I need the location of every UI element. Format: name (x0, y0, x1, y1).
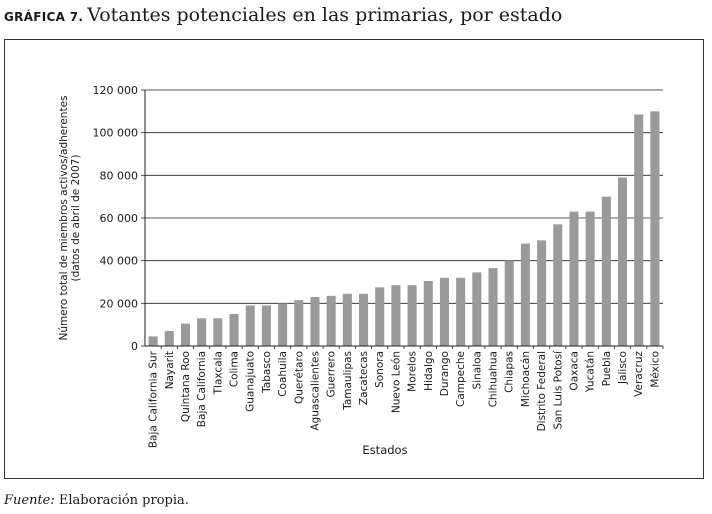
footnote-source-text: Elaboración propia. (54, 493, 189, 508)
x-tick-label: Michoacán (520, 351, 532, 407)
bar (326, 295, 336, 346)
bar (520, 243, 530, 346)
x-tick-label: Colima (229, 351, 241, 387)
figure-label: GRÁFICA 7. (4, 10, 84, 24)
figure-title-text: Votantes potenciales en las primarias, p… (87, 4, 563, 26)
x-tick-label: Distrito Federal (536, 351, 548, 431)
x-tick-label: Guerrero (326, 351, 338, 397)
x-tick-label: Baja California Sur (148, 350, 160, 448)
x-tick-label: Oaxaca (568, 351, 580, 391)
footnote-source-label: Fuente: (4, 493, 55, 508)
bar (650, 111, 660, 346)
chart-frame: 0 20 000 40 000 60 000 80 000 100 000 120 000 … (4, 39, 704, 479)
x-tick-label: Jalisco (617, 351, 629, 385)
bar (537, 240, 547, 346)
footnote: Fuente: Elaboración propia. (4, 493, 189, 508)
bar (180, 323, 191, 346)
bar (294, 300, 304, 346)
bar (439, 277, 450, 346)
x-tick-label: Tamaulipas (342, 351, 354, 411)
x-tick-label: Morelos (407, 351, 419, 392)
x-tick-label: Quintana Roo (180, 351, 192, 422)
bar (472, 272, 482, 346)
axes (141, 89, 664, 349)
bar (601, 196, 611, 346)
x-tick-label: Campeche (455, 351, 467, 407)
x-tick-label: Sonora (374, 351, 386, 388)
y-tick-label: 20 000 (100, 297, 139, 310)
x-tick-label: Sinaloa (471, 351, 483, 389)
y-tick-labels: 0 20 000 40 000 60 000 80 000 100 000 120 000 (93, 84, 139, 353)
x-tick-label: Nuevo León (390, 351, 402, 413)
x-tick-label: Durango (439, 351, 451, 396)
y-tick-label: 0 (131, 340, 138, 353)
bar (375, 287, 385, 346)
bar (553, 224, 563, 346)
bar (634, 114, 644, 347)
bar (569, 211, 579, 346)
x-tick-label: Chihuahua (488, 351, 500, 407)
bar (407, 285, 417, 346)
bar (504, 260, 514, 346)
x-tick-label: Hidalgo (423, 351, 435, 391)
bar (245, 305, 255, 346)
x-tick-label: Chiapas (504, 351, 516, 393)
y-axis-label-line: (datos de abril de 2007) (70, 155, 82, 282)
y-axis-label: Número total de miembros activos/adheren… (58, 95, 82, 340)
x-tick-label: Baja California (196, 351, 208, 427)
y-tick-label: 40 000 (100, 255, 139, 268)
x-tick-label: Puebla (601, 351, 613, 386)
bars (148, 111, 660, 347)
bar (164, 331, 174, 346)
x-tick-label: Zacatecas (358, 351, 370, 405)
bar (229, 314, 239, 346)
y-tick-label: 120 000 (93, 84, 139, 97)
bar (213, 318, 223, 346)
x-tick-label: San Luis Potosí (552, 350, 564, 430)
bar (358, 293, 369, 346)
x-tick-label: Yucatán (585, 351, 597, 393)
x-tick-label: Coahuila (277, 351, 289, 397)
bar (488, 268, 498, 346)
bar (456, 277, 466, 346)
x-tick-label: Veracruz (633, 351, 645, 397)
x-tick-label: Querétaro (293, 351, 305, 404)
x-tick-label: Nayarit (164, 351, 176, 389)
x-tick-label: México (649, 351, 661, 388)
bar (197, 318, 207, 346)
x-tick-label: Aguascalientes (309, 351, 321, 431)
gridlines (145, 89, 663, 304)
x-tick-label: Guanajuato (245, 351, 257, 412)
bar (423, 280, 433, 346)
figure-title: GRÁFICA 7. Votantes potenciales en las pr… (4, 4, 562, 26)
y-tick-label: 80 000 (100, 169, 139, 182)
x-axis-label: Estados (362, 443, 407, 457)
y-tick-label: 100 000 (93, 127, 139, 140)
bar (342, 293, 352, 346)
bar (310, 296, 320, 346)
x-tick-label: Tabasco (261, 351, 273, 394)
x-tick-labels: Baja California Sur Nayarit Quintana Roo Ba… (148, 350, 662, 448)
x-tick-label: Tlaxcala (212, 351, 224, 395)
bar (617, 177, 628, 346)
bar (148, 336, 158, 346)
y-tick-label: 60 000 (100, 212, 139, 225)
y-axis-label-line: Número total de miembros activos/adheren… (58, 95, 70, 340)
bar (391, 285, 401, 346)
bar (278, 303, 288, 346)
bar (585, 211, 595, 346)
bar (261, 305, 271, 346)
